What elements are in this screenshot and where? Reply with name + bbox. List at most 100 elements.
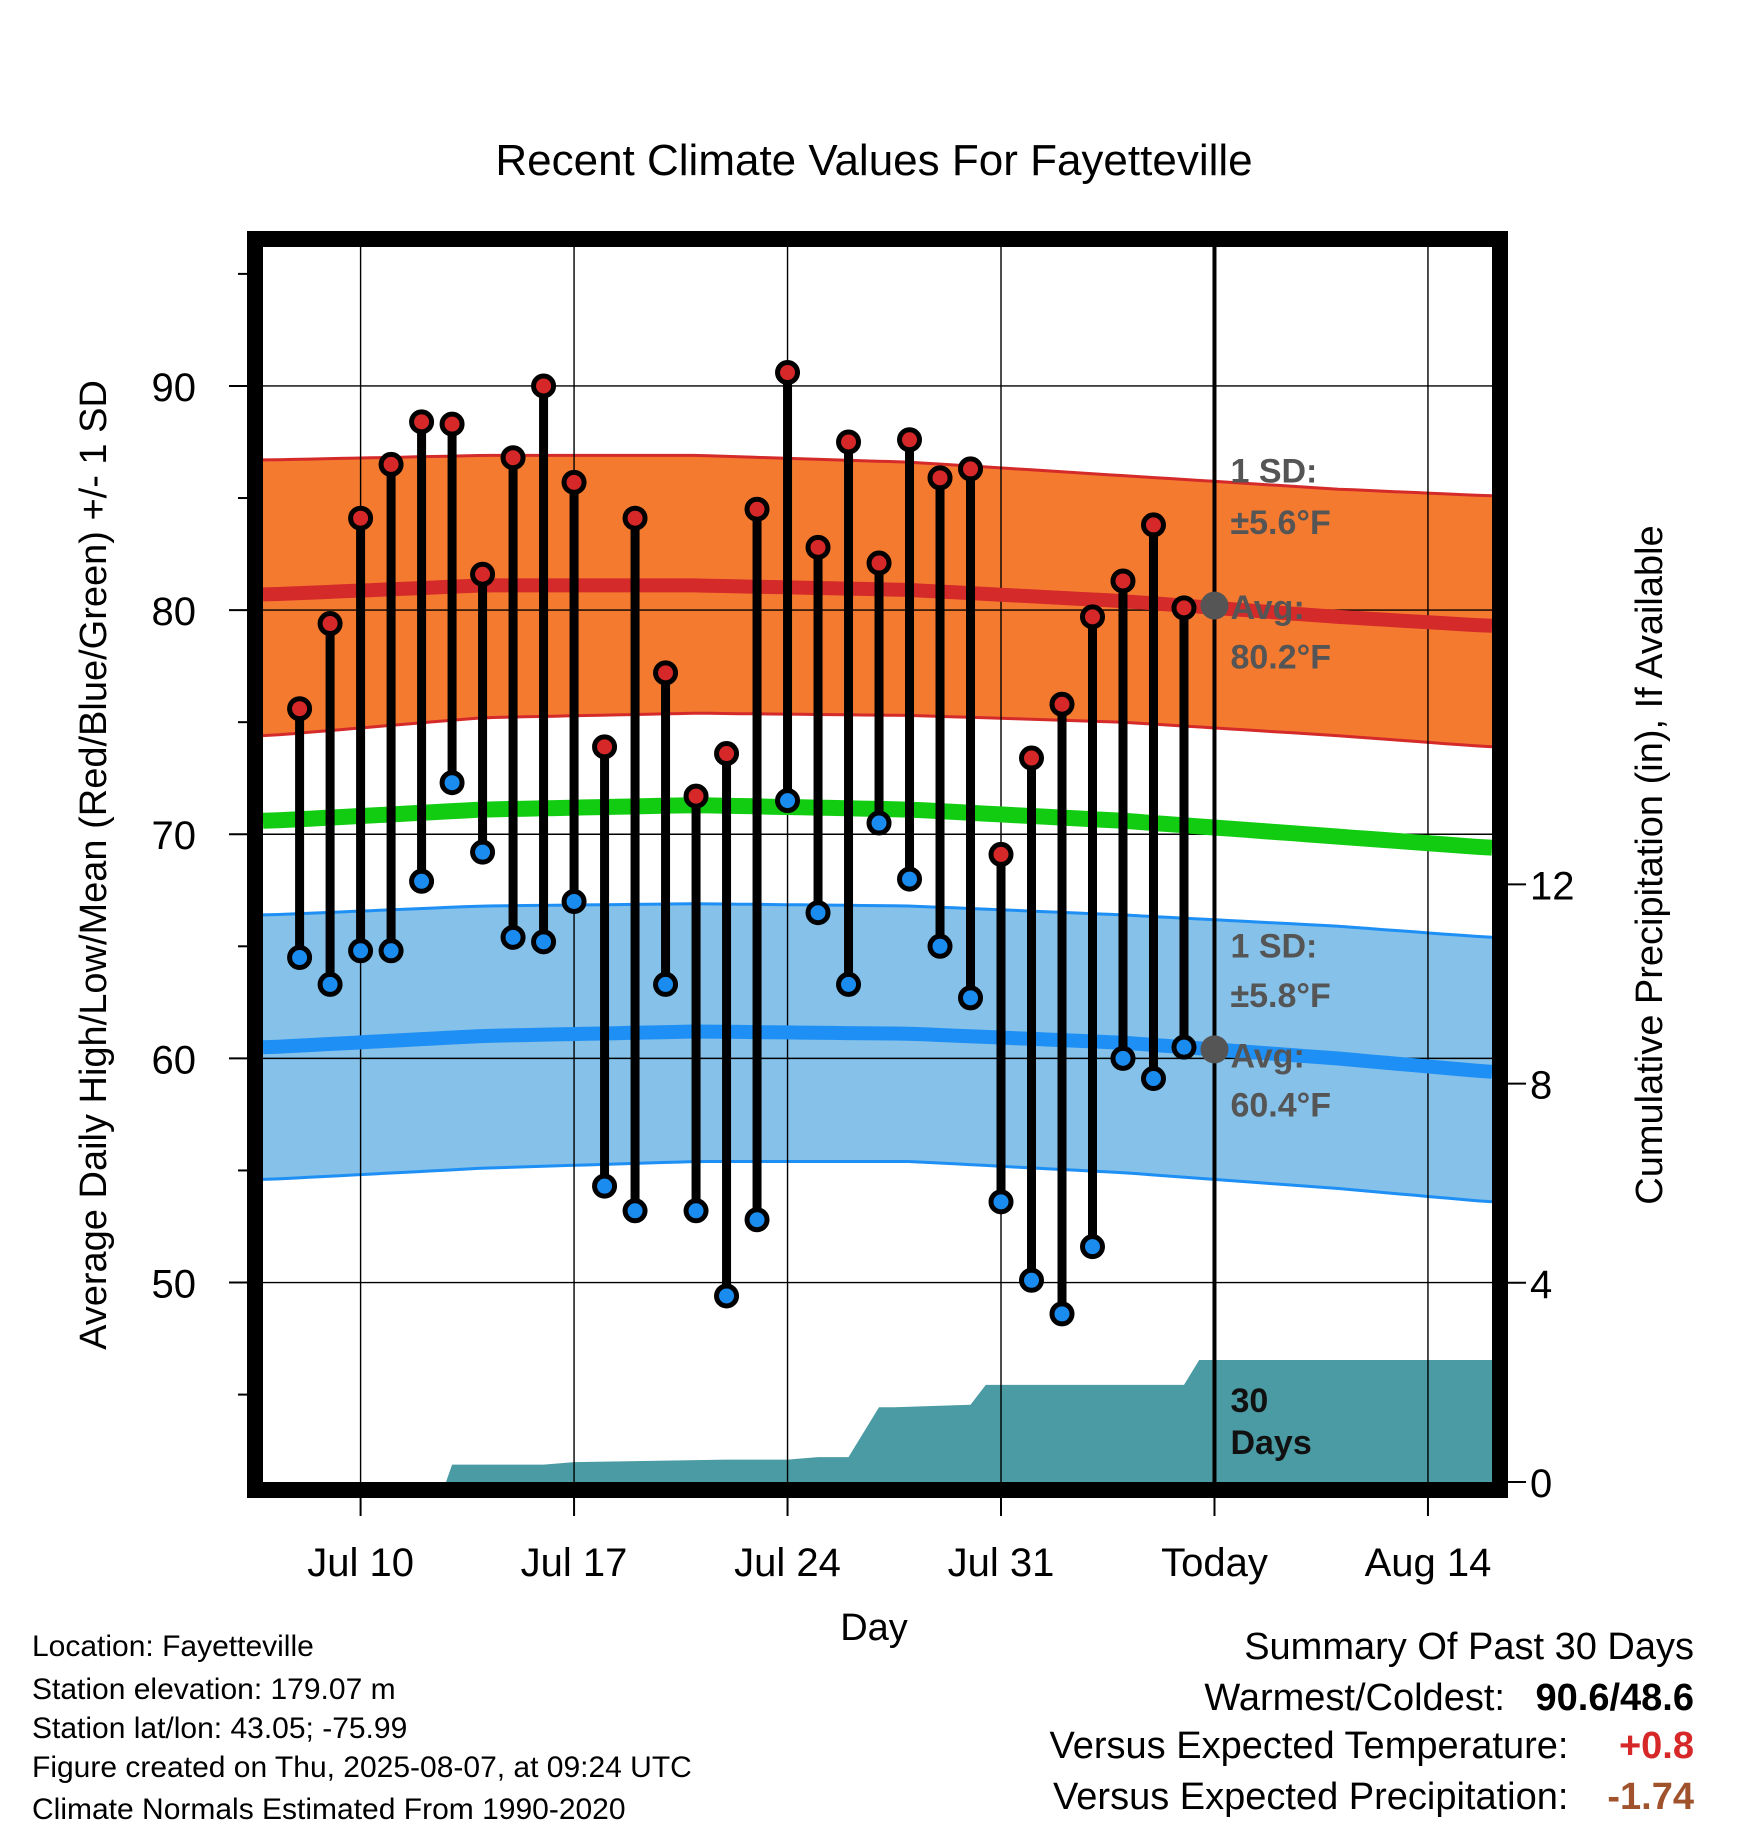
x-tick-label: Aug 14 <box>1365 1541 1492 1585</box>
daily-low-point <box>317 971 343 997</box>
y-tick-label: 70 <box>152 814 197 858</box>
climate-normals: Climate Normals Estimated From 1990-2020 <box>32 1793 626 1826</box>
daily-high-point <box>714 741 740 767</box>
daily-low-point <box>287 945 313 971</box>
y-tick-label: 90 <box>152 366 197 410</box>
daily-low-point <box>1049 1301 1075 1327</box>
daily-low-point <box>1140 1066 1166 1092</box>
high-avg-label: Avg: <box>1230 589 1304 627</box>
x-tick-label: Jul 10 <box>307 1541 414 1585</box>
daily-high-point <box>958 456 984 482</box>
daily-high-point <box>592 734 618 760</box>
daily-high-point <box>378 451 404 477</box>
today-avg-high-marker <box>1200 591 1229 620</box>
y2-tick-label: 0 <box>1530 1462 1552 1506</box>
daily-low-point <box>378 938 404 964</box>
plot-background <box>263 247 1492 1482</box>
daily-low-point <box>653 971 679 997</box>
daily-high-point <box>500 445 526 471</box>
precipitation-area <box>263 1360 1492 1482</box>
summary-temperature-label: Versus Expected Temperature: <box>1049 1725 1569 1767</box>
daily-low-point <box>988 1189 1014 1215</box>
station-elevation: Station elevation: 179.07 m <box>32 1673 396 1706</box>
daily-high-point <box>775 360 801 386</box>
summary-temperature-value: +0.8 <box>1618 1725 1694 1767</box>
daily-high-point <box>1110 568 1136 594</box>
high-avg-value: 80.2°F <box>1230 638 1331 676</box>
summary-warmest-row: Warmest/Coldest: 90.6/48.6 <box>1204 1679 1694 1717</box>
daily-high-point <box>1171 595 1197 621</box>
summary-temperature-row: Versus Expected Temperature: +0.8 <box>1050 1727 1694 1765</box>
daily-low-point <box>714 1283 740 1309</box>
summary-precipitation-row: Versus Expected Precipitation: -1.74 <box>1053 1778 1694 1816</box>
daily-low-point <box>592 1173 618 1199</box>
high-sd-label: 1 SD: <box>1230 452 1317 490</box>
summary-warmest-value: 90.6/48.6 <box>1535 1677 1694 1719</box>
normal-low-line <box>262 1024 1493 1079</box>
y2-tick-label: 12 <box>1530 864 1575 908</box>
daily-low-point <box>348 938 374 964</box>
daily-high-point <box>897 427 923 453</box>
daily-high-point <box>470 561 496 587</box>
daily-high-point <box>1079 604 1105 630</box>
today-avg-low-marker <box>1200 1035 1229 1064</box>
daily-high-point <box>409 409 435 435</box>
daily-high-point <box>348 505 374 531</box>
low-sd-label: 1 SD: <box>1230 928 1317 966</box>
days-label-number: 30 <box>1230 1382 1268 1420</box>
daily-high-point <box>683 783 709 809</box>
y-tick-label: 60 <box>152 1038 197 1082</box>
daily-high-point <box>653 660 679 686</box>
daily-low-point <box>1079 1234 1105 1260</box>
daily-high-point <box>317 611 343 637</box>
daily-low-point <box>500 924 526 950</box>
daily-low-point <box>439 770 465 796</box>
y2-tick-label: 4 <box>1530 1263 1552 1307</box>
daily-low-point <box>897 866 923 892</box>
high-sd-value: ±5.6°F <box>1230 504 1330 542</box>
daily-high-point <box>805 534 831 560</box>
summary-precipitation-value: -1.74 <box>1607 1776 1694 1818</box>
daily-low-point <box>866 810 892 836</box>
plot-frame <box>247 231 1508 1498</box>
x-tick-label: Today <box>1161 1541 1268 1585</box>
figure-created: Figure created on Thu, 2025-08-07, at 09… <box>32 1751 692 1784</box>
daily-low-point <box>744 1207 770 1233</box>
daily-high-point <box>744 496 770 522</box>
daily-high-point <box>988 841 1014 867</box>
daily-low-point <box>1110 1045 1136 1071</box>
daily-low-point <box>531 929 557 955</box>
daily-low-point <box>409 868 435 894</box>
daily-high-point <box>1049 691 1075 717</box>
daily-high-point <box>836 429 862 455</box>
daily-high-point <box>561 469 587 495</box>
station-latlon: Station lat/lon: 43.05; -75.99 <box>32 1712 408 1745</box>
chart-title: Recent Climate Values For Fayetteville <box>495 136 1252 185</box>
summary-precipitation-label: Versus Expected Precipitation: <box>1053 1776 1569 1818</box>
daily-low-point <box>683 1198 709 1224</box>
daily-high-point <box>1019 745 1045 771</box>
y-axis-title: Average Daily High/Low/Mean (Red/Blue/Gr… <box>73 380 115 1350</box>
daily-high-point <box>287 696 313 722</box>
daily-high-point <box>439 411 465 437</box>
daily-low-point <box>927 933 953 959</box>
x-axis-title: Day <box>840 1607 908 1649</box>
daily-high-point <box>866 550 892 576</box>
low-sd-lower-line <box>262 1160 1493 1204</box>
station-location: Location: Fayetteville <box>32 1630 314 1663</box>
summary-title: Summary Of Past 30 Days <box>1244 1626 1694 1668</box>
daily-low-point <box>1171 1034 1197 1060</box>
x-tick-label: Jul 24 <box>734 1541 841 1585</box>
daily-low-point <box>561 888 587 914</box>
daily-high-point <box>531 373 557 399</box>
daily-low-point <box>958 985 984 1011</box>
y2-tick-label: 8 <box>1530 1064 1552 1108</box>
low-avg-value: 60.4°F <box>1230 1087 1331 1125</box>
x-tick-label: Jul 31 <box>948 1541 1055 1585</box>
low-avg-label: Avg: <box>1230 1037 1304 1075</box>
daily-low-point <box>805 900 831 926</box>
high-sd-upper-line <box>262 453 1493 498</box>
low-sd-upper-line <box>262 902 1493 939</box>
daily-low-point <box>470 839 496 865</box>
